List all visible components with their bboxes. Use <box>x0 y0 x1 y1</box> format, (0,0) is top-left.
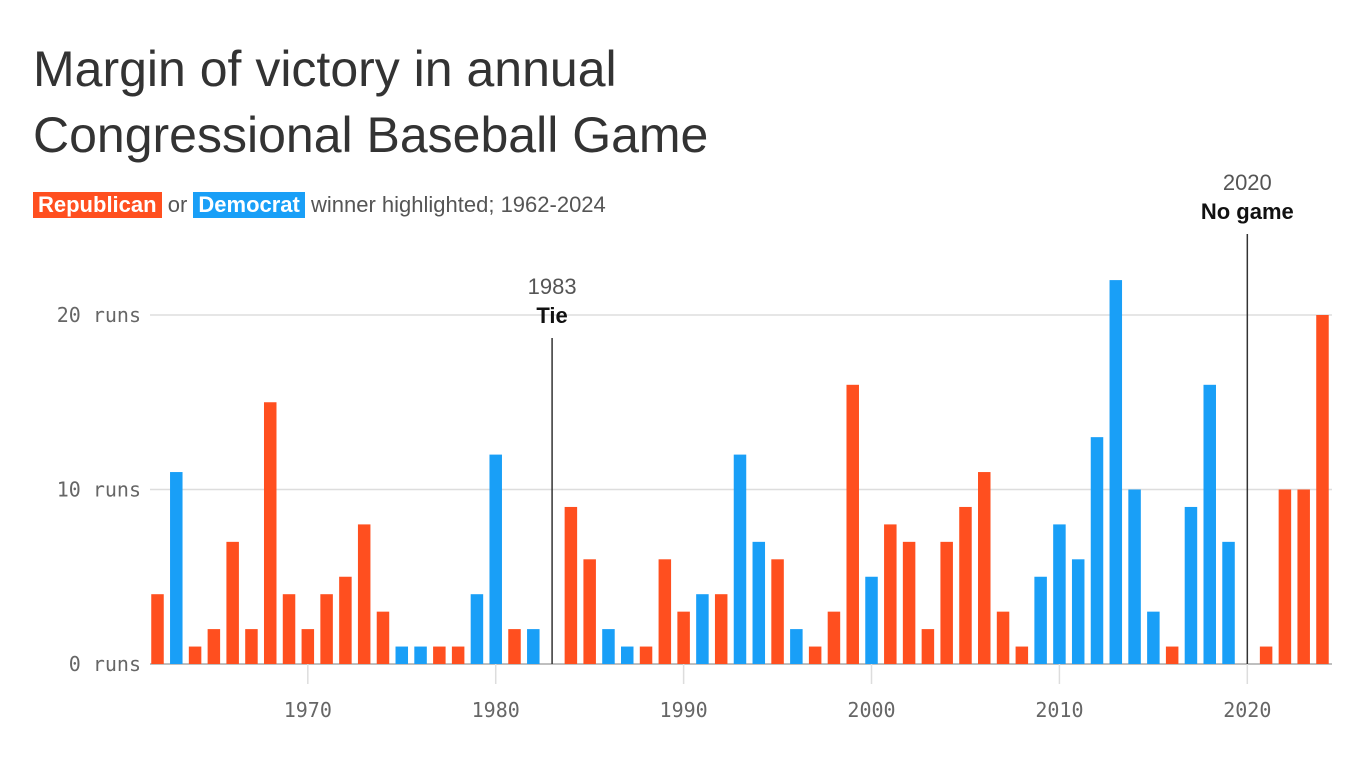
bar-2008 <box>1015 646 1029 664</box>
bar-1973 <box>357 524 371 664</box>
bar-1966 <box>226 541 239 664</box>
bar-1976 <box>414 646 427 664</box>
bar-1963 <box>170 472 183 664</box>
bar-2015 <box>1147 611 1160 664</box>
bar-1968 <box>263 402 277 664</box>
bar-1982 <box>527 629 540 664</box>
bar-1970 <box>301 629 315 664</box>
bar-2004 <box>940 541 953 664</box>
x-tick-label: 1990 <box>660 698 708 722</box>
bar-1977 <box>433 646 446 664</box>
y-tick-label: 20 runs <box>57 303 141 327</box>
bar-2000 <box>865 576 878 664</box>
subtitle-or: or <box>167 192 188 217</box>
bar-1979 <box>470 594 484 664</box>
bar-1967 <box>245 629 258 664</box>
bar-2007 <box>996 611 1010 664</box>
bar-1997 <box>808 646 822 664</box>
bar-1985 <box>583 559 596 664</box>
x-tick-label: 1970 <box>284 698 332 722</box>
bar-2003 <box>921 629 935 664</box>
bar-2002 <box>902 541 916 664</box>
bar-1987 <box>621 646 634 664</box>
bar-1964 <box>188 646 202 664</box>
bar-2017 <box>1184 506 1198 664</box>
chart-title: Margin of victory in annual Congressiona… <box>33 36 1033 168</box>
bar-1993 <box>733 454 747 664</box>
bar-2023 <box>1297 489 1310 664</box>
bar-1974 <box>376 611 390 664</box>
bar-2006 <box>978 472 991 664</box>
y-tick-label: 0 runs <box>69 652 141 676</box>
bar-2009 <box>1034 576 1047 664</box>
y-tick-label: 10 runs <box>57 478 141 502</box>
bar-2021 <box>1259 646 1273 664</box>
bar-2019 <box>1222 541 1235 664</box>
bar-1980 <box>489 454 502 664</box>
bar-2001 <box>884 524 897 664</box>
democrat-legend-tag: Democrat <box>193 192 305 218</box>
bar-1996 <box>790 629 803 664</box>
bar-1972 <box>339 576 352 664</box>
bar-1995 <box>771 559 784 664</box>
x-tick-label: 2010 <box>1035 698 1083 722</box>
bar-1986 <box>602 629 615 664</box>
chart-subtitle: Republican or Democrat winner highlighte… <box>33 192 606 218</box>
bar-1988 <box>639 646 653 664</box>
chart-title-line-1: Margin of victory in annual <box>33 41 617 97</box>
chart-title-line-2: Congressional Baseball Game <box>33 107 709 163</box>
bar-2010 <box>1053 524 1066 664</box>
bar-1991 <box>696 594 709 664</box>
bar-1994 <box>752 541 766 664</box>
bar-2016 <box>1165 646 1179 664</box>
bar-1971 <box>320 594 333 664</box>
bar-1984 <box>564 506 578 664</box>
annotation-note-2020: No game <box>1201 199 1294 224</box>
bar-2022 <box>1278 489 1292 664</box>
x-tick-label: 1980 <box>472 698 520 722</box>
bar-2005 <box>959 506 972 664</box>
x-tick-label: 2000 <box>847 698 895 722</box>
bar-2012 <box>1090 437 1104 664</box>
bar-1998 <box>827 611 841 664</box>
bar-2024 <box>1316 315 1329 664</box>
bar-2014 <box>1128 489 1141 664</box>
subtitle-rest: winner highlighted; 1962-2024 <box>311 192 606 217</box>
bar-2018 <box>1203 384 1216 664</box>
bar-2013 <box>1109 280 1123 664</box>
annotation-note-1983: Tie <box>536 303 567 328</box>
annotation-year-1983: 1983 <box>528 274 577 299</box>
bar-1965 <box>207 629 221 664</box>
bar-1981 <box>508 629 521 664</box>
bar-1978 <box>451 646 465 664</box>
bar-1990 <box>677 611 690 664</box>
bar-1962 <box>151 594 164 664</box>
bar-1989 <box>658 559 672 664</box>
bar-1992 <box>714 594 728 664</box>
bar-1999 <box>846 384 859 664</box>
bar-1975 <box>395 646 409 664</box>
bar-2011 <box>1071 559 1085 664</box>
republican-legend-tag: Republican <box>33 192 162 218</box>
annotation-year-2020: 2020 <box>1223 170 1272 195</box>
bar-1969 <box>282 594 296 664</box>
x-tick-label: 2020 <box>1223 698 1271 722</box>
